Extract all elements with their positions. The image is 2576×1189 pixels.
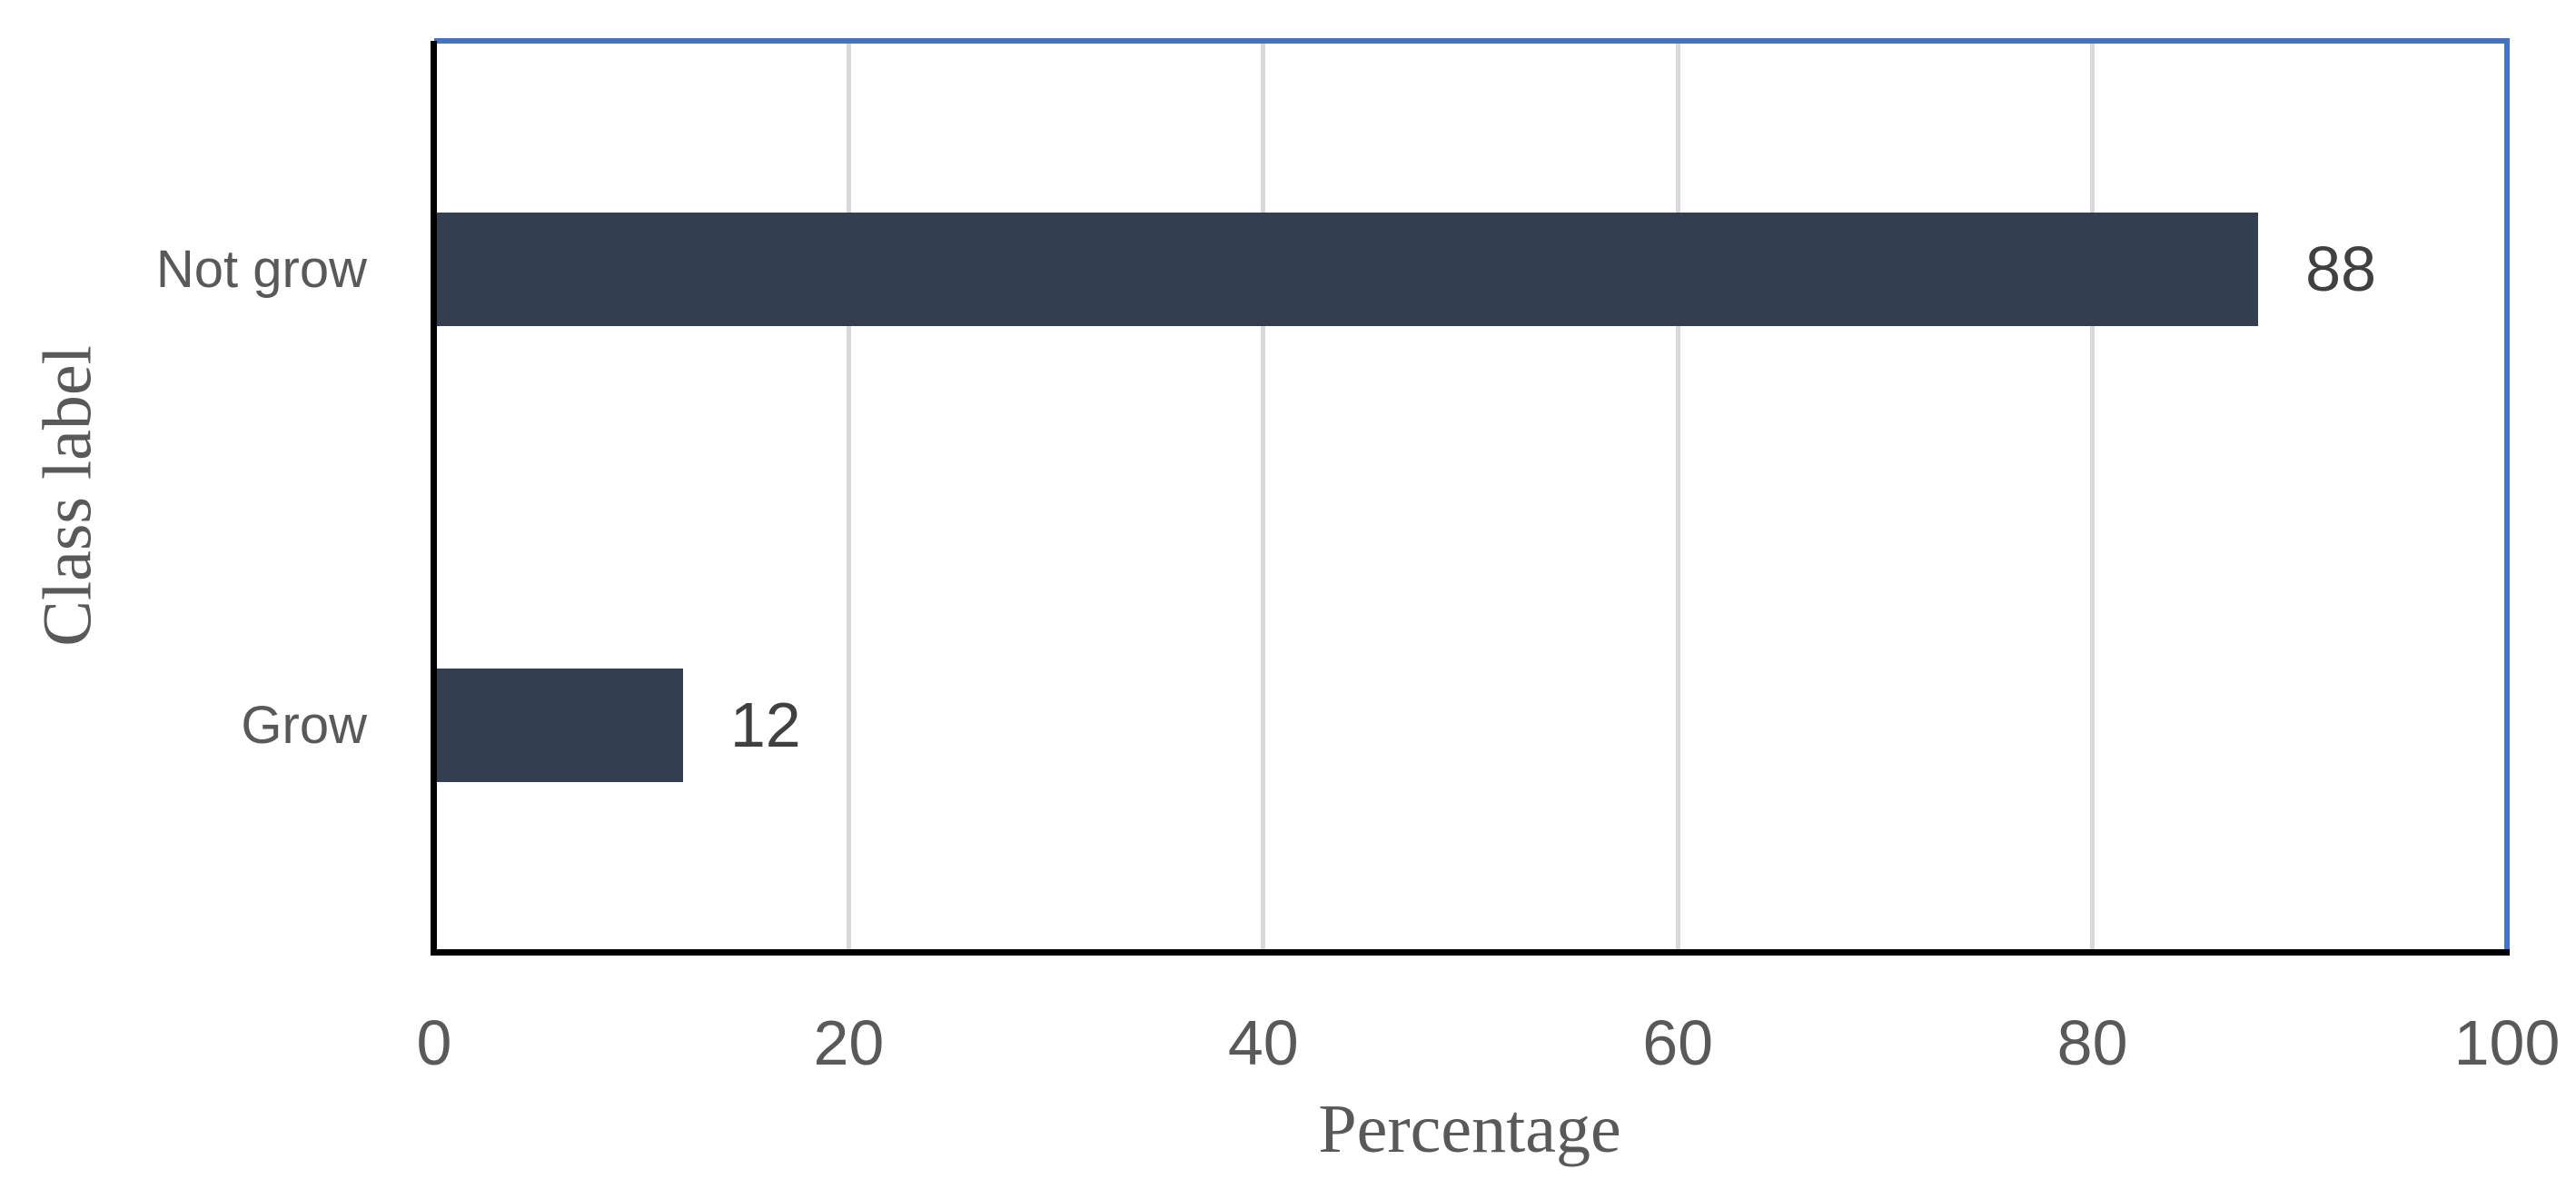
x-axis-title: Percentage: [1318, 1091, 1621, 1167]
bar-not-grow: [434, 212, 2259, 326]
category-label-not-grow: Not grow: [155, 239, 367, 299]
tick-label-100: 100: [2453, 1007, 2561, 1078]
category-label-grow: Grow: [241, 695, 367, 755]
data-label-grow: 12: [729, 689, 801, 760]
tick-label-20: 20: [813, 1007, 885, 1078]
tick-label-0: 0: [416, 1007, 452, 1078]
bar-grow: [434, 668, 683, 782]
plot-border-top: [434, 38, 2510, 44]
tick-label-80: 80: [2056, 1007, 2128, 1078]
x-axis-line: [431, 949, 2510, 956]
y-axis-line: [431, 41, 437, 956]
y-axis-title: Class label: [29, 345, 106, 647]
gridline-60: [1675, 41, 1680, 953]
plot-area: 88 12: [434, 41, 2510, 953]
tick-label-40: 40: [1227, 1007, 1299, 1078]
gridline-40: [1261, 41, 1266, 953]
data-label-not-grow: 88: [2305, 233, 2377, 304]
gridline-80: [2090, 41, 2095, 953]
tick-label-60: 60: [1642, 1007, 1714, 1078]
plot-border-right: [2504, 38, 2510, 955]
gridline-20: [846, 41, 851, 953]
